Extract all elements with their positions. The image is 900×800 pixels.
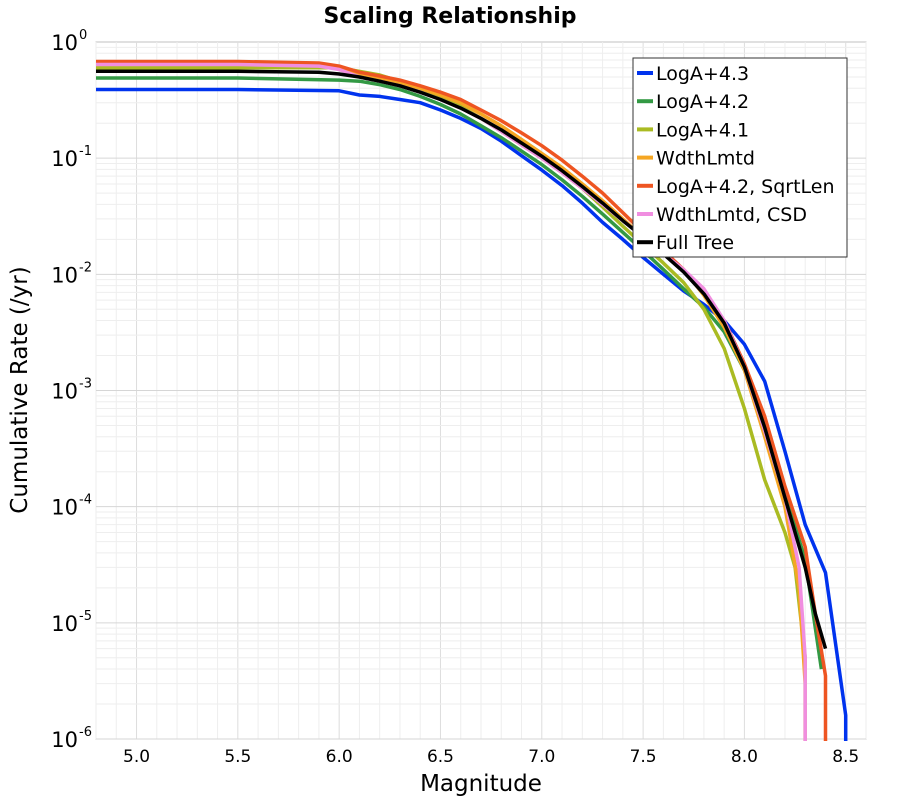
x-tick-label: 8.5: [832, 747, 859, 767]
legend-label: LogA+4.2, SqrtLen: [656, 176, 835, 198]
legend-label: LogA+4.2: [656, 91, 749, 113]
x-tick-label: 6.0: [326, 747, 353, 767]
legend-label: WdthLmtd, CSD: [656, 204, 807, 226]
legend-box: [632, 57, 848, 258]
x-tick-labels: 5.0 5.5 6.0 6.5 7.0 7.5 8.0 8.5: [123, 747, 859, 767]
y-tick-label: 10: [51, 728, 78, 752]
y-tick-exponent: -2: [79, 260, 92, 275]
chart-title: Scaling Relationship: [323, 4, 576, 29]
y-tick-exponent: -5: [79, 609, 92, 624]
series-line-4: [96, 59, 828, 741]
legend-label: WdthLmtd: [656, 148, 755, 170]
x-tick-label: 6.5: [427, 747, 454, 767]
y-axis-label: Cumulative Rate (/yr): [7, 266, 33, 513]
x-axis-label: Magnitude: [420, 771, 542, 797]
y-tick-label: 10: [51, 263, 78, 287]
y-tick-exponent: 0: [79, 28, 87, 43]
legend: LogA+4.3 LogA+4.2 LogA+4.1 WdthLmtd LogA+4.2…: [632, 57, 848, 258]
x-tick-label: 7.5: [630, 747, 657, 767]
y-tick-exponent: -6: [79, 725, 92, 740]
series-lines: [96, 59, 848, 741]
legend-label: LogA+4.3: [656, 63, 749, 85]
x-tick-label: 7.0: [528, 747, 555, 767]
y-tick-label: 10: [51, 496, 78, 520]
y-tick-label: 10: [51, 147, 78, 171]
series-line-0: [96, 87, 848, 741]
y-tick-label: 10: [51, 31, 78, 55]
legend-label: Full Tree: [656, 232, 734, 254]
y-tick-exponent: -4: [79, 493, 92, 508]
x-tick-label: 5.5: [224, 747, 251, 767]
legend-label: LogA+4.1: [656, 119, 749, 141]
x-tick-label: 8.0: [731, 747, 758, 767]
x-tick-label: 5.0: [123, 747, 150, 767]
y-tick-exponent: -1: [79, 144, 92, 159]
y-tick-exponent: -3: [79, 377, 92, 392]
y-tick-label: 10: [51, 612, 78, 636]
y-tick-label: 10: [51, 380, 78, 404]
series-line-6: [96, 69, 828, 650]
grid: [95, 42, 867, 740]
